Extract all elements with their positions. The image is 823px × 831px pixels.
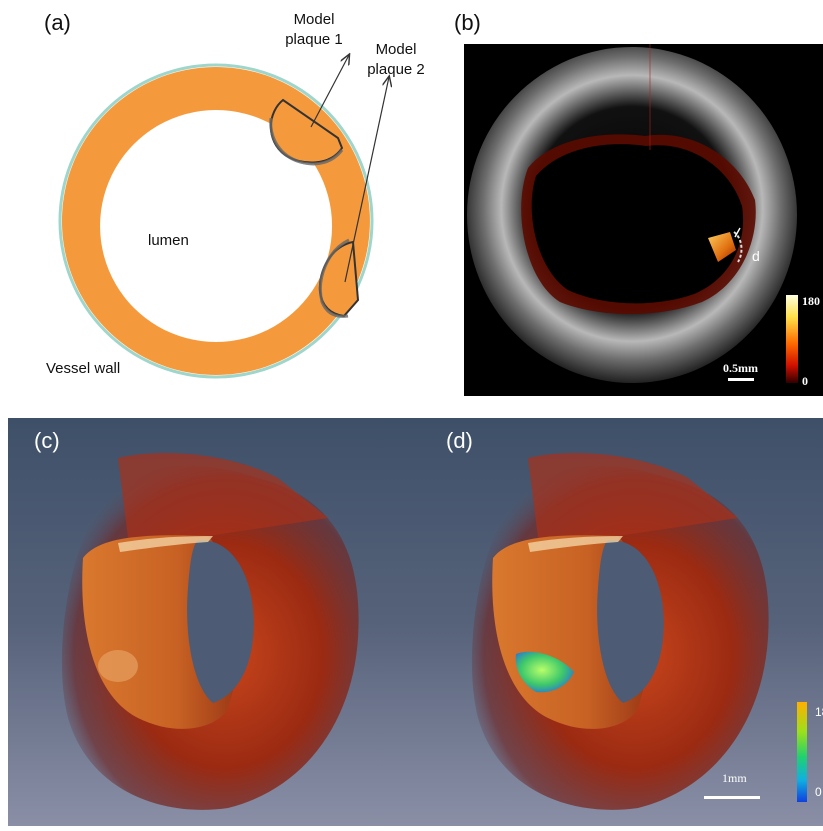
colorbar-b-min: 0 [802,374,808,388]
oct-cross-section-image: d 180 0 0.5mm [464,44,823,396]
plaque-2-arrow [344,77,389,283]
panel-b-label: (b) [454,10,481,35]
lumen-label: lumen [148,232,189,249]
colorbar-d [797,702,807,802]
lumen [531,144,744,304]
vessel-top-cut [528,452,738,538]
panel-c: (c) [8,418,418,826]
colorbar-b [786,295,798,383]
panel-d-label: (d) [446,428,473,453]
plaque-1-label-line1: Model [294,11,335,28]
panel-a-label: (a) [44,10,71,35]
model-plaque-2 [318,240,360,318]
3d-vessel-render-c [61,452,359,810]
plaque-2-label-line1: Model [376,41,417,58]
colorbar-d-min: 0 [815,785,822,799]
colorbar-d-max: 18 [815,705,823,719]
cut-edge-highlight [118,536,213,552]
panel-d: (d) [418,418,823,826]
plaque-1-label-line2: plaque 1 [285,31,343,48]
3d-vessel-render-d: 18 0 1mm [471,452,823,810]
panel-b: (b) [440,0,823,410]
plaque-2-label-line2: plaque 2 [367,61,425,78]
scale-bar-b [728,378,754,381]
plaque-thickness-marker [708,232,736,262]
plaque-outline [733,231,743,263]
vessel-wall-outline [58,63,374,379]
scale-bar-b-label: 0.5mm [723,361,758,375]
vessel-cross-section-diagram: Model plaque 1 Model plaque 2 lumen Vess… [46,11,425,379]
scale-bar-d [704,796,760,799]
panel-c-label: (c) [34,428,60,453]
plaque-region-d-highlight [515,651,574,693]
panel-a: (a) Model plaque 1 Model plaque 2 lumen … [0,0,440,410]
cut-edge-highlight [528,536,623,552]
colorbar-b-max: 180 [802,294,820,308]
lumen-opening [187,539,254,703]
vessel-wall-label: Vessel wall [46,360,120,377]
plaque-region-c [98,650,138,682]
d-marker-label: d [752,248,760,264]
lumen-opening [597,539,664,703]
vessel-wall-ring [61,67,370,375]
vessel-top-cut [118,452,328,538]
scale-bar-d-label: 1mm [722,771,747,785]
plaque-1-arrow [310,55,349,128]
d-arrow [734,227,741,238]
